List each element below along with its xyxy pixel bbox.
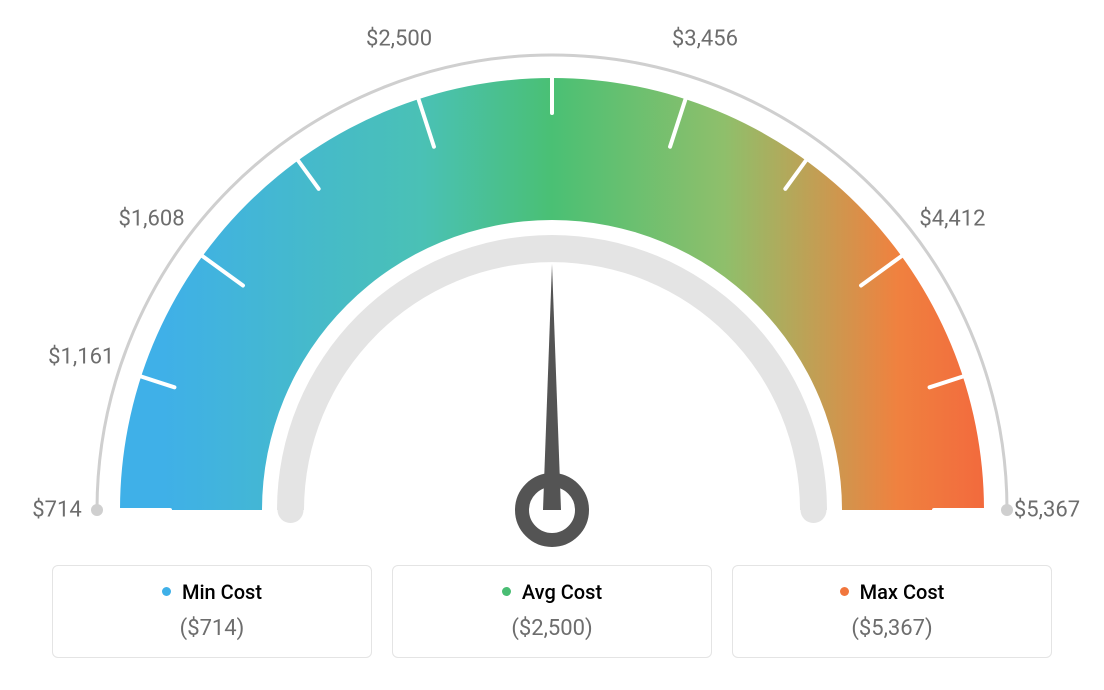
legend-label: Max Cost — [860, 580, 945, 604]
legend-card-avg: Avg Cost ($2,500) — [392, 565, 712, 658]
gauge-chart: $714 $1,161 $1,608 $2,500 $3,456 $4,412 $5,367 — [0, 0, 1104, 555]
gauge-tick-label: $4,412 — [919, 207, 985, 232]
gauge-tick-label: $3,456 — [672, 27, 738, 52]
dot-icon — [502, 587, 511, 596]
dot-icon — [840, 587, 849, 596]
legend-title-min: Min Cost — [63, 580, 361, 604]
legend-value-avg: ($2,500) — [403, 616, 701, 641]
legend-row: Min Cost ($714) Avg Cost ($2,500) Max Co… — [0, 565, 1104, 658]
dot-icon — [162, 587, 171, 596]
gauge-tick-label: $2,500 — [366, 27, 432, 52]
legend-title-max: Max Cost — [743, 580, 1041, 604]
gauge-tick-label: $5,367 — [1014, 498, 1080, 523]
legend-card-min: Min Cost ($714) — [52, 565, 372, 658]
legend-label: Avg Cost — [522, 580, 602, 604]
gauge-tick-label: $1,608 — [118, 207, 184, 232]
legend-title-avg: Avg Cost — [403, 580, 701, 604]
legend-value-min: ($714) — [63, 616, 361, 641]
gauge-tick-label: $714 — [32, 498, 81, 523]
legend-value-max: ($5,367) — [743, 616, 1041, 641]
legend-label: Min Cost — [182, 580, 262, 604]
legend-card-max: Max Cost ($5,367) — [732, 565, 1052, 658]
gauge-tick-label: $1,161 — [48, 345, 114, 370]
gauge-svg — [0, 0, 1104, 555]
